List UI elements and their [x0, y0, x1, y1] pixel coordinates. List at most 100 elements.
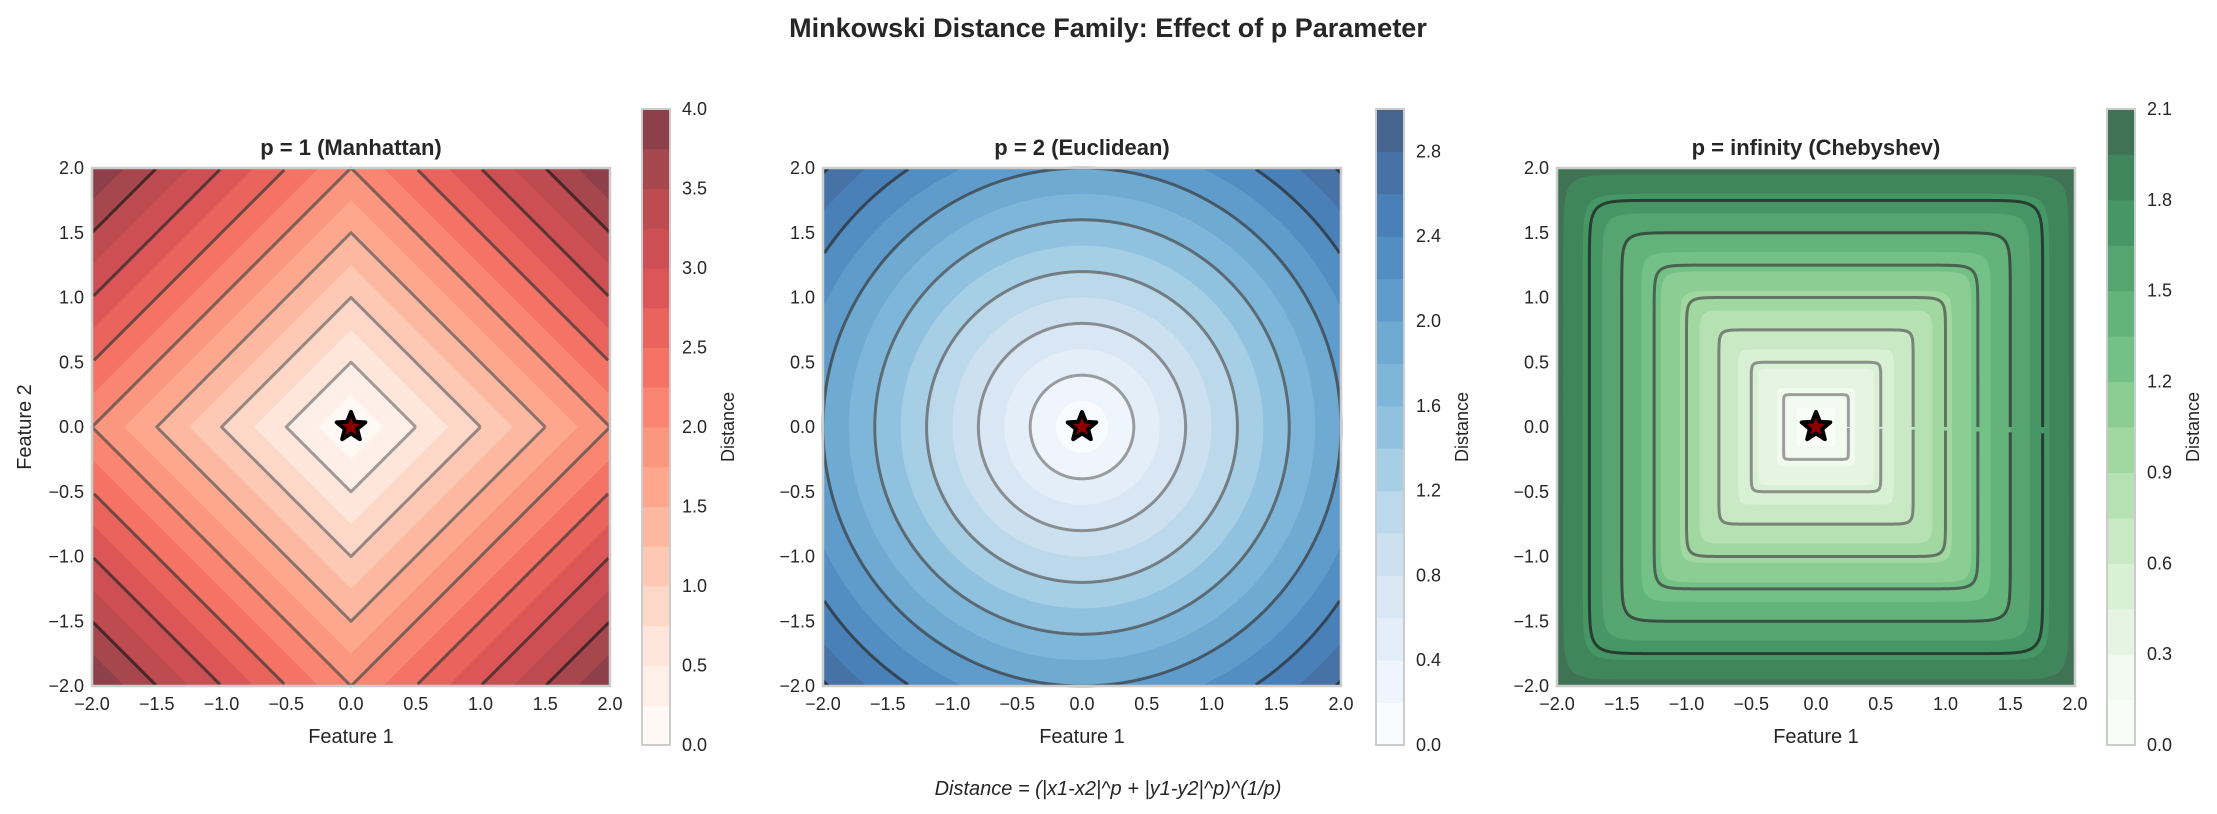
colorbar-band	[2107, 109, 2135, 155]
x-tick-label: 2.0	[597, 694, 622, 714]
colorbar-tick-label: 0.0	[1416, 735, 1441, 755]
x-tick-label: −2.0	[1539, 694, 1575, 714]
colorbar-tick-label: 0.5	[682, 656, 707, 676]
contour-line	[220, 296, 482, 558]
colorbar-band	[642, 466, 670, 507]
colorbar-tick-label: 0.4	[1416, 650, 1441, 670]
contour-line	[925, 270, 1239, 584]
colorbar-band	[642, 188, 670, 229]
contour-line	[1620, 231, 2012, 623]
formula-caption: Distance = (|x1-x2|^p + |y1-y2|^p)^(1/p)	[935, 778, 1282, 800]
colorbar-band	[1376, 490, 1404, 534]
colorbar-band	[1376, 321, 1404, 364]
subplot-title: p = 2 (Euclidean)	[994, 135, 1169, 160]
contour-line	[284, 360, 418, 494]
y-tick-label: 1.5	[59, 223, 84, 243]
colorbar-tick-label: 2.0	[682, 417, 707, 437]
y-tick-label: 0.0	[1524, 417, 1549, 437]
x-axis-label: Feature 1	[1773, 726, 1859, 748]
axes-frame	[1555, 166, 2077, 688]
colorbar-tick-label: 2.8	[1416, 141, 1441, 161]
colorbar-tick-label: 1.0	[682, 576, 707, 596]
colorbar-frame	[1375, 108, 1405, 746]
x-tick-label: −1.0	[935, 694, 971, 714]
colorbar-label: Distance	[718, 392, 738, 462]
colorbar-band	[642, 665, 670, 706]
colorbar-tick-label: 0.3	[2147, 644, 2172, 664]
colorbar-tick-label: 2.0	[1416, 311, 1441, 331]
subplot-title: p = 1 (Manhattan)	[260, 135, 442, 160]
contour-line	[1685, 296, 1947, 558]
colorbar-band	[2107, 290, 2135, 337]
colorbar-tick-label: 1.2	[1416, 481, 1441, 501]
contour-line	[822, 167, 1342, 687]
colorbar-band	[1376, 660, 1404, 704]
x-tick-label: −2.0	[74, 694, 110, 714]
y-tick-label: −1.5	[779, 611, 815, 631]
x-tick-label: 1.0	[468, 694, 493, 714]
colorbar-tick-label: 0.0	[2147, 735, 2172, 755]
contour-line	[1028, 373, 1136, 481]
colorbar-band	[642, 148, 670, 189]
colorbar-band	[2107, 427, 2135, 473]
colorbar-band	[2107, 154, 2135, 201]
colorbar-band	[1376, 702, 1404, 746]
y-tick-label: 0.0	[790, 417, 815, 437]
contour-line	[1749, 360, 1883, 494]
x-tick-label: 2.0	[1328, 694, 1353, 714]
colorbar-tick-label: 2.5	[682, 338, 707, 358]
colorbar-label: Distance	[1452, 392, 1472, 462]
y-axis-label: Feature 2	[14, 384, 36, 470]
x-tick-label: 2.0	[2062, 694, 2087, 714]
x-tick-label: −1.5	[870, 694, 906, 714]
colorbar-tick-label: 3.5	[682, 179, 707, 199]
colorbar-band	[642, 546, 670, 587]
contour-lines	[1587, 198, 2045, 656]
colorbar-band	[1376, 193, 1404, 237]
x-tick-label: 1.0	[1199, 694, 1224, 714]
colorbar: 0.0 0.4 0.8 1.2 1.6 2.0 2.4 2.8 Distance	[1375, 108, 1472, 755]
x-tick-label: 0.5	[1868, 694, 1893, 714]
y-tick-label: 2.0	[59, 158, 84, 178]
colorbar-tick-label: 0.9	[2147, 462, 2172, 482]
y-tick-label: −1.5	[48, 611, 84, 631]
contour-line	[92, 168, 610, 686]
contour-line	[873, 218, 1291, 636]
contour-line	[1782, 393, 1850, 461]
contour-line	[976, 321, 1188, 533]
colorbar-tick-label: 4.0	[682, 99, 707, 119]
colorbar-band	[1376, 236, 1404, 280]
query-point-star-marker	[334, 410, 368, 442]
colorbar-band	[642, 109, 670, 150]
y-tick-label: −1.0	[1513, 547, 1549, 567]
y-tick-label: −1.0	[48, 547, 84, 567]
y-tick-label: 2.0	[1524, 158, 1549, 178]
x-tick-label: −1.5	[1604, 694, 1640, 714]
y-tick-label: 1.5	[790, 223, 815, 243]
colorbar-label: Distance	[2183, 392, 2203, 462]
colorbar-band	[642, 228, 670, 269]
colorbar-band	[1376, 533, 1404, 576]
x-tick-label: 1.0	[1933, 694, 1958, 714]
y-tick-label: −2.0	[48, 676, 84, 696]
colorbar-tick-label: 2.4	[1416, 226, 1441, 246]
x-tick-label: 1.5	[1264, 694, 1289, 714]
contour-line	[1652, 263, 1980, 591]
y-tick-label: 0.5	[1524, 352, 1549, 372]
x-axis-label: Feature 1	[308, 726, 394, 748]
y-tick-label: 2.0	[790, 158, 815, 178]
colorbar-tick-label: 1.8	[2147, 190, 2172, 210]
colorbar-tick-label: 2.1	[2147, 99, 2172, 119]
subplot-3: p = infinity (Chebyshev) −2.0 −1.5 −1.0 −0.5…	[1513, 99, 2203, 755]
colorbar-tick-label: 1.5	[2147, 281, 2172, 301]
colorbar-tick-label: 1.2	[2147, 372, 2172, 392]
y-tick-label: 0.0	[59, 417, 84, 437]
colorbar-band	[2107, 517, 2135, 564]
colorbar-band	[2107, 472, 2135, 519]
x-tick-label: 0.5	[1134, 694, 1159, 714]
x-tick-label: −1.0	[204, 694, 240, 714]
colorbar-tick-label: 3.0	[682, 258, 707, 278]
colorbar-band	[1376, 617, 1404, 661]
colorbar-tick-label: 1.5	[682, 497, 707, 517]
